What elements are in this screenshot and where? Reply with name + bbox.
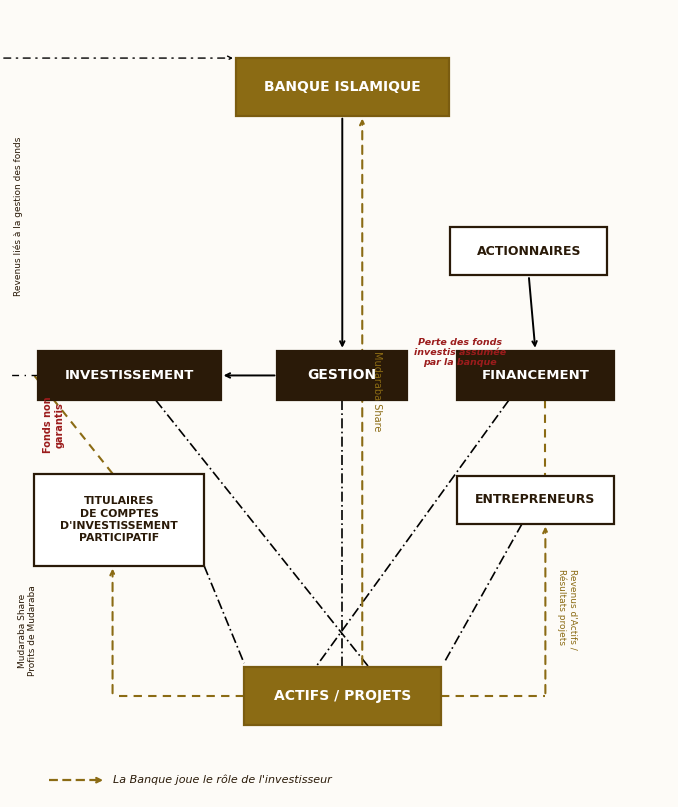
Text: Revenus liés à la gestion des fonds: Revenus liés à la gestion des fonds: [13, 137, 22, 296]
FancyBboxPatch shape: [244, 667, 441, 725]
FancyBboxPatch shape: [457, 475, 614, 524]
FancyBboxPatch shape: [35, 474, 204, 566]
Text: FINANCEMENT: FINANCEMENT: [481, 369, 589, 382]
Text: Fonds non
garantis: Fonds non garantis: [43, 396, 65, 454]
Text: ENTREPRENEURS: ENTREPRENEURS: [475, 493, 595, 506]
Text: INVESTISSEMENT: INVESTISSEMENT: [64, 369, 194, 382]
FancyBboxPatch shape: [457, 350, 614, 400]
Text: Mudaraba Share
Profits de Mudaraba: Mudaraba Share Profits de Mudaraba: [18, 586, 37, 676]
FancyBboxPatch shape: [277, 350, 407, 400]
FancyBboxPatch shape: [38, 350, 221, 400]
Text: ACTIONNAIRES: ACTIONNAIRES: [477, 245, 581, 257]
Text: La Banque joue le rôle de l'investisseur: La Banque joue le rôle de l'investisseur: [113, 775, 332, 785]
Text: Revenus d'Actifs /
Résultats projets: Revenus d'Actifs / Résultats projets: [557, 570, 578, 650]
Text: Mudaraba Share: Mudaraba Share: [372, 351, 382, 432]
Text: Perte des fonds
investis assumée
par la banque: Perte des fonds investis assumée par la …: [414, 337, 506, 367]
Text: BANQUE ISLAMIQUE: BANQUE ISLAMIQUE: [264, 80, 420, 94]
Text: GESTION: GESTION: [308, 369, 377, 383]
FancyBboxPatch shape: [236, 58, 449, 115]
FancyBboxPatch shape: [450, 228, 607, 275]
Text: ACTIFS / PROJETS: ACTIFS / PROJETS: [274, 689, 411, 703]
Text: TITULAIRES
DE COMPTES
D'INVESTISSEMENT
PARTICIPATIF: TITULAIRES DE COMPTES D'INVESTISSEMENT P…: [60, 496, 178, 543]
